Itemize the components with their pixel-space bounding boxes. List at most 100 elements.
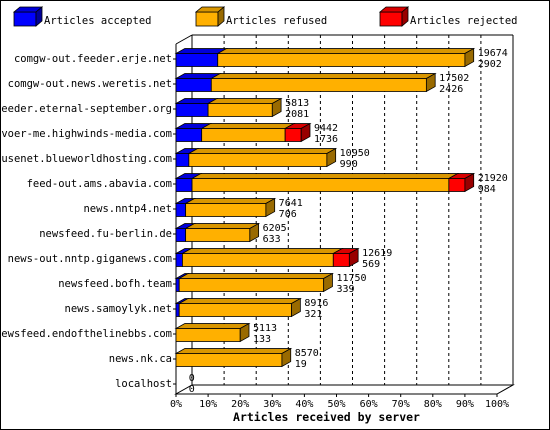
offered-count-label: 10950: [340, 148, 370, 159]
accepted-count-label: 569: [362, 259, 380, 270]
bar-end-face: [271, 97, 282, 118]
x-tick-label: 30%: [263, 399, 281, 410]
legend-swatch: [13, 11, 37, 27]
accepted-count-label: 321: [304, 309, 322, 320]
offered-count-label: 6205: [263, 223, 287, 234]
legend-swatch: [379, 11, 403, 27]
bar-end-face: [300, 122, 311, 143]
category-label: feeder.eternal-september.org: [0, 103, 172, 115]
bar-end-face: [291, 297, 301, 318]
x-axis-title: Articles received by server: [233, 410, 420, 424]
accepted-count-label: 2426: [439, 84, 463, 95]
bar-end-face: [249, 222, 260, 243]
bar-segment-top: [190, 173, 460, 179]
bar-segment-top: [187, 148, 338, 154]
legend-label: Articles rejected: [410, 15, 517, 27]
bar-segment: [175, 328, 241, 342]
accepted-count-label: 339: [336, 284, 354, 295]
bar-segment-top: [209, 73, 437, 79]
floor-plane: [174, 384, 515, 395]
bar-end-face: [265, 197, 276, 218]
bar-segment-top: [180, 248, 344, 254]
category-label: newsfeed.bofh.team: [58, 278, 172, 290]
bar-segment: [175, 303, 180, 317]
category-label: newsfeed.fu-berlin.de: [39, 228, 172, 240]
bar-end-face: [239, 322, 250, 343]
offered-count-label: 9442: [314, 123, 338, 134]
accepted-count-label: 2081: [285, 109, 309, 120]
bar-end-face: [464, 172, 475, 193]
bar-end-face: [425, 72, 436, 93]
category-label: comgw-out.feeder.erje.net: [14, 53, 172, 65]
bar-segment-top: [216, 48, 476, 54]
bar-segment: [175, 353, 283, 367]
bar-segment: [207, 103, 273, 117]
offered-count-label: 8570: [295, 348, 319, 359]
bar-segment-top: [200, 123, 296, 129]
x-tick-label: 60%: [360, 399, 378, 410]
category-label: localhost: [115, 378, 172, 390]
bar-segment: [185, 203, 267, 217]
offered-count-label: 7641: [279, 198, 303, 209]
x-tick-label: 20%: [231, 399, 249, 410]
category-label: voer-me.highwinds-media.com: [1, 128, 172, 140]
bar-end-face: [323, 272, 333, 293]
offered-count-label: 0: [189, 373, 195, 384]
bar-segment: [178, 303, 292, 317]
legend-label: Articles refused: [226, 15, 327, 27]
bar-segment-top: [184, 223, 261, 229]
x-tick-label: 0%: [170, 399, 182, 410]
accepted-count-label: 706: [279, 209, 297, 220]
bar-segment: [201, 128, 286, 142]
bar-segment: [175, 203, 187, 217]
category-label: news.nk.ca: [109, 353, 172, 365]
category-label: news-out.nntp.giganews.com: [8, 253, 172, 265]
offered-count-label: 8916: [304, 298, 328, 309]
x-tick-label: 100%: [485, 399, 509, 410]
bar-segment: [191, 178, 450, 192]
x-tick-label: 10%: [199, 399, 217, 410]
bar-end-face: [464, 47, 475, 68]
bar-segment: [188, 153, 328, 167]
bar-segment: [175, 153, 190, 167]
bar-segment: [217, 53, 466, 67]
category-label: feed-out.ams.abavia.com: [27, 178, 172, 190]
category-label: news.samoylyk.net: [65, 303, 172, 315]
bar-segment: [448, 178, 466, 192]
axis-depth-top: [175, 34, 193, 45]
bar-end-face: [326, 147, 337, 168]
offered-count-label: 19674: [478, 48, 508, 59]
offered-count-label: 5813: [285, 98, 309, 109]
category-label: comgw-out.news.weretis.net: [8, 78, 172, 90]
bar-segment: [175, 278, 180, 292]
offered-count-label: 12619: [362, 248, 392, 259]
accepted-count-label: 990: [340, 159, 358, 170]
category-label: usenet.blueworldhosting.com: [1, 153, 172, 165]
bar-segment: [175, 103, 209, 117]
x-tick-label: 70%: [392, 399, 410, 410]
accepted-count-label: 633: [263, 234, 281, 245]
bar-segment: [175, 228, 187, 242]
legend-swatch: [195, 11, 219, 27]
bar-segment: [175, 78, 212, 92]
x-tick-label: 50%: [327, 399, 345, 410]
bar-segment: [182, 253, 334, 267]
legend-swatch-side: [35, 6, 43, 27]
bar-end-face: [281, 347, 292, 368]
accepted-count-label: 133: [253, 334, 271, 345]
legend-label: Articles accepted: [44, 15, 151, 27]
bar-segment: [332, 253, 350, 267]
x-tick-label: 90%: [456, 399, 474, 410]
offered-count-label: 17502: [439, 73, 469, 84]
bar-segment: [175, 53, 219, 67]
bar-segment-top: [206, 98, 283, 104]
bar-segment: [284, 128, 302, 142]
offered-count-label: 21920: [478, 173, 508, 184]
bar-segment-top: [177, 298, 302, 304]
bar-segment: [175, 128, 203, 142]
category-label: news.nntp4.net: [83, 203, 172, 215]
x-tick-label: 40%: [295, 399, 313, 410]
accepted-count-label: 2902: [478, 59, 502, 70]
bar-segment-top: [174, 323, 251, 329]
